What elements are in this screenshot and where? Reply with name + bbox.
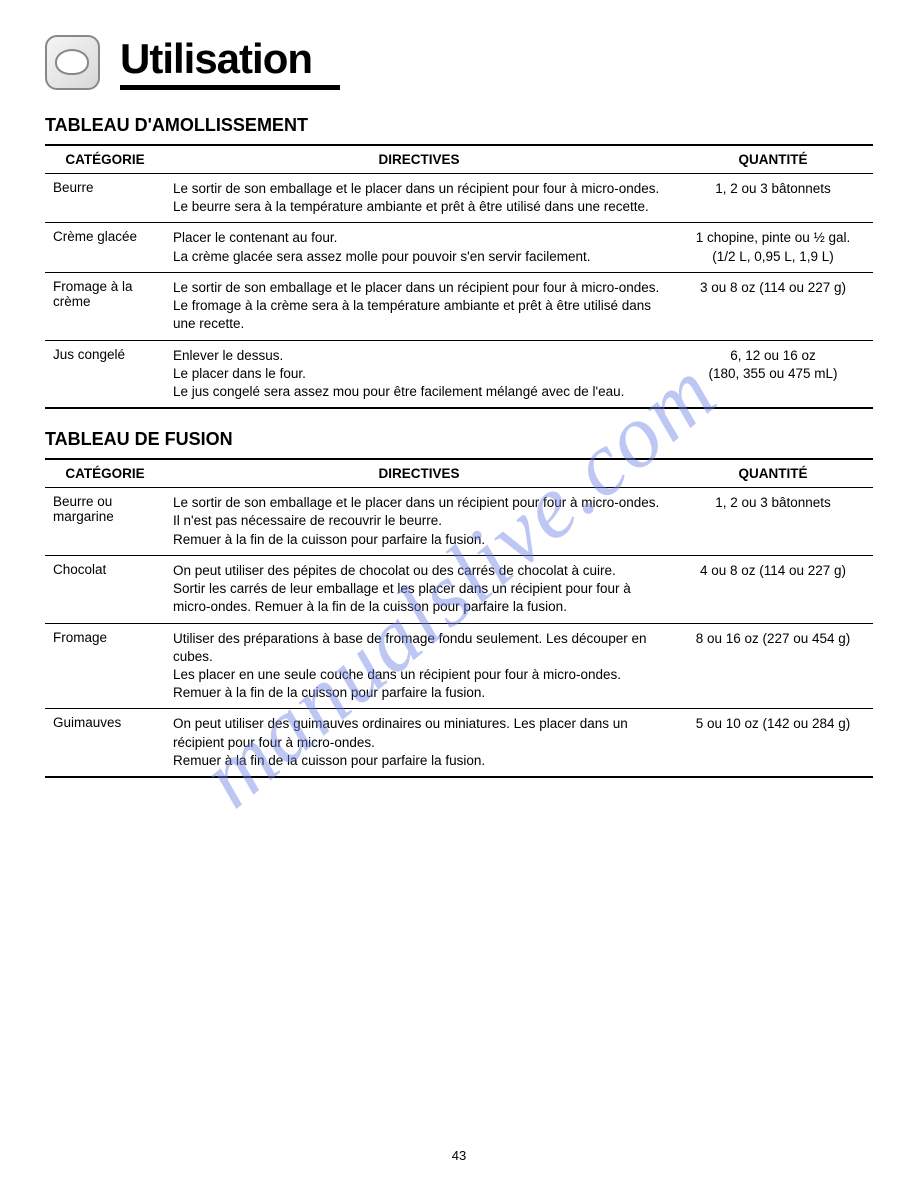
cell-directives: On peut utiliser des guimauves ordinaire… (165, 709, 673, 777)
directive-line: Le fromage à la crème sera à la températ… (173, 297, 665, 333)
table-row: Jus congelé Enlever le dessus. Le placer… (45, 340, 873, 408)
directive-line: Remuer à la fin de la cuisson pour parfa… (173, 752, 665, 770)
cell-category: Chocolat (45, 555, 165, 623)
cell-quantity: 1 chopine, pinte ou ½ gal. (1/2 L, 0,95 … (673, 223, 873, 272)
directive-line: On peut utiliser des pépites de chocolat… (173, 562, 665, 580)
table-row: Chocolat On peut utiliser des pépites de… (45, 555, 873, 623)
cell-quantity: 6, 12 ou 16 oz (180, 355 ou 475 mL) (673, 340, 873, 408)
page-number: 43 (452, 1148, 466, 1163)
cell-directives: Le sortir de son emballage et le placer … (165, 488, 673, 556)
quantity-line: 1 chopine, pinte ou ½ gal. (681, 229, 865, 247)
col-directives: DIRECTIVES (165, 145, 673, 174)
directive-line: La crème glacée sera assez molle pour po… (173, 248, 665, 266)
cell-directives: Le sortir de son emballage et le placer … (165, 174, 673, 223)
cell-category: Beurre ou margarine (45, 488, 165, 556)
directive-line: Les placer en une seule couche dans un r… (173, 666, 665, 684)
directive-line: Le sortir de son emballage et le placer … (173, 279, 665, 297)
directive-line: Remuer à la fin de la cuisson pour parfa… (173, 684, 665, 702)
table-header-row: CATÉGORIE DIRECTIVES QUANTITÉ (45, 459, 873, 488)
table-row: Fromage Utiliser des préparations à base… (45, 623, 873, 709)
col-quantity: QUANTITÉ (673, 459, 873, 488)
title-underline (120, 85, 340, 90)
cell-directives: Le sortir de son emballage et le placer … (165, 272, 673, 340)
quantity-line: 5 ou 10 oz (142 ou 284 g) (681, 715, 865, 733)
table-row: Guimauves On peut utiliser des guimauves… (45, 709, 873, 777)
cell-category: Fromage (45, 623, 165, 709)
col-category: CATÉGORIE (45, 145, 165, 174)
cell-category: Crème glacée (45, 223, 165, 272)
cell-directives: On peut utiliser des pépites de chocolat… (165, 555, 673, 623)
cell-quantity: 1, 2 ou 3 bâtonnets (673, 174, 873, 223)
directive-line: Le sortir de son emballage et le placer … (173, 494, 665, 512)
directive-line: Utiliser des préparations à base de from… (173, 630, 665, 666)
cell-directives: Utiliser des préparations à base de from… (165, 623, 673, 709)
table-row: Fromage à la crème Le sortir de son emba… (45, 272, 873, 340)
directive-line: Sortir les carrés de leur emballage et l… (173, 580, 665, 616)
quantity-line: 1, 2 ou 3 bâtonnets (681, 494, 865, 512)
directive-line: Il n'est pas nécessaire de recouvrir le … (173, 512, 665, 530)
table-row: Beurre Le sortir de son emballage et le … (45, 174, 873, 223)
quantity-line: 3 ou 8 oz (114 ou 227 g) (681, 279, 865, 297)
softening-table: CATÉGORIE DIRECTIVES QUANTITÉ Beurre Le … (45, 144, 873, 409)
melting-table: CATÉGORIE DIRECTIVES QUANTITÉ Beurre ou … (45, 458, 873, 778)
page-header: Utilisation (45, 35, 873, 90)
directive-line: Enlever le dessus. (173, 347, 665, 365)
table-header-row: CATÉGORIE DIRECTIVES QUANTITÉ (45, 145, 873, 174)
quantity-line: (180, 355 ou 475 mL) (681, 365, 865, 383)
section-heading: TABLEAU D'AMOLLISSEMENT (45, 115, 873, 136)
cell-quantity: 4 ou 8 oz (114 ou 227 g) (673, 555, 873, 623)
cell-category: Beurre (45, 174, 165, 223)
directive-line: On peut utiliser des guimauves ordinaire… (173, 715, 665, 751)
microwave-icon (45, 35, 100, 90)
section-heading: TABLEAU DE FUSION (45, 429, 873, 450)
quantity-line: 4 ou 8 oz (114 ou 227 g) (681, 562, 865, 580)
directive-line: Le beurre sera à la température ambiante… (173, 198, 665, 216)
cell-category: Guimauves (45, 709, 165, 777)
cell-category: Jus congelé (45, 340, 165, 408)
cell-quantity: 5 ou 10 oz (142 ou 284 g) (673, 709, 873, 777)
col-directives: DIRECTIVES (165, 459, 673, 488)
table-row: Beurre ou margarine Le sortir de son emb… (45, 488, 873, 556)
directive-line: Le sortir de son emballage et le placer … (173, 180, 665, 198)
col-quantity: QUANTITÉ (673, 145, 873, 174)
section-softening: TABLEAU D'AMOLLISSEMENT CATÉGORIE DIRECT… (45, 115, 873, 409)
cell-directives: Placer le contenant au four. La crème gl… (165, 223, 673, 272)
directive-line: Le placer dans le four. (173, 365, 665, 383)
col-category: CATÉGORIE (45, 459, 165, 488)
cell-quantity: 3 ou 8 oz (114 ou 227 g) (673, 272, 873, 340)
quantity-line: 8 ou 16 oz (227 ou 454 g) (681, 630, 865, 648)
table-row: Crème glacée Placer le contenant au four… (45, 223, 873, 272)
directive-line: Remuer à la fin de la cuisson pour parfa… (173, 531, 665, 549)
cell-directives: Enlever le dessus. Le placer dans le fou… (165, 340, 673, 408)
quantity-line: 6, 12 ou 16 oz (681, 347, 865, 365)
page-title-wrap: Utilisation (120, 35, 340, 90)
cell-category: Fromage à la crème (45, 272, 165, 340)
directive-line: Le jus congelé sera assez mou pour être … (173, 383, 665, 401)
quantity-line: 1, 2 ou 3 bâtonnets (681, 180, 865, 198)
section-melting: TABLEAU DE FUSION CATÉGORIE DIRECTIVES Q… (45, 429, 873, 778)
directive-line: Placer le contenant au four. (173, 229, 665, 247)
cell-quantity: 8 ou 16 oz (227 ou 454 g) (673, 623, 873, 709)
cell-quantity: 1, 2 ou 3 bâtonnets (673, 488, 873, 556)
page-title: Utilisation (120, 35, 340, 83)
quantity-line: (1/2 L, 0,95 L, 1,9 L) (681, 248, 865, 266)
